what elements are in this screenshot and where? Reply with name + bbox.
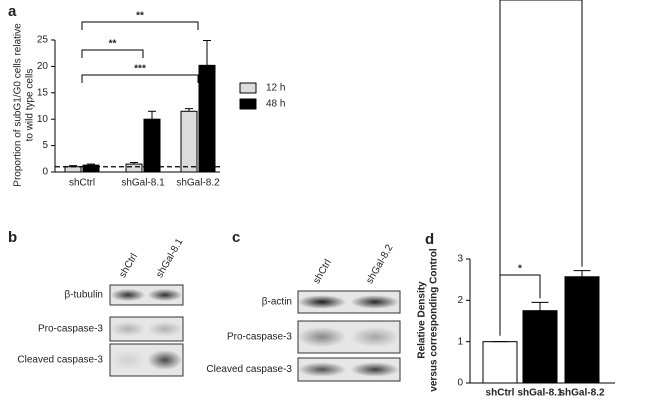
y-tick-label: 20 [37, 61, 49, 72]
y-tick-label: 0 [457, 378, 463, 389]
bar [198, 64, 216, 173]
x-tick-label: shGal-8.1 [517, 388, 562, 399]
lane-label: shGal-8.2 [364, 242, 395, 285]
legend-label: 12 h [266, 83, 285, 94]
y-tick-label: 3 [457, 254, 463, 265]
legend-label: 48 h [266, 99, 285, 110]
significance-bracket [81, 74, 199, 83]
y-tick-label: 5 [42, 140, 48, 151]
blot-band [110, 288, 146, 302]
row-label: β-tubulin [64, 290, 103, 301]
blot-band [350, 327, 400, 347]
y-tick-label: 25 [37, 35, 49, 46]
blot-band [147, 350, 183, 370]
significance-label: * [518, 264, 522, 275]
y-tick-label: 10 [37, 114, 49, 125]
bar [180, 110, 198, 173]
row-label: Pro-caspase-3 [38, 324, 103, 335]
bar [125, 163, 143, 173]
bar [522, 310, 558, 384]
blot-band [110, 321, 146, 337]
significance-label: ** [136, 11, 144, 22]
y-axis-label: Relative Density [417, 281, 428, 359]
lane-label: shCtrl [311, 258, 334, 286]
x-tick-label: shGal-8.2 [176, 178, 220, 189]
bar [64, 166, 82, 173]
blot-band [297, 295, 347, 309]
y-axis-label: to wild type cells [25, 69, 36, 142]
panel-label: d [425, 231, 434, 248]
panel-label: c [232, 229, 240, 246]
x-tick-label: shGal-8.2 [559, 388, 604, 399]
blot-band [350, 295, 400, 309]
row-label: β-actin [262, 297, 292, 308]
y-tick-label: 1 [457, 336, 463, 347]
row-label: Cleaved caspase-3 [17, 355, 103, 366]
x-tick-label: shCtrl [69, 178, 95, 189]
significance-label: ** [109, 39, 117, 50]
significance-label: *** [134, 64, 146, 75]
significance-bracket [499, 0, 583, 336]
y-tick-label: 0 [42, 167, 48, 178]
significance-bracket [81, 49, 144, 58]
y-axis-label: Proportion of subG1/G0 cells relative [13, 23, 24, 187]
bar [564, 276, 600, 384]
bar [143, 118, 161, 173]
significance-bracket [81, 21, 199, 30]
x-tick-label: shGal-8.1 [121, 178, 165, 189]
blot-band [297, 327, 347, 347]
legend-swatch [239, 82, 257, 94]
bar [482, 341, 518, 384]
panel-label: a [8, 3, 17, 20]
y-tick-label: 15 [37, 87, 49, 98]
legend-swatch [239, 98, 257, 110]
row-label: Cleaved caspase-3 [206, 364, 292, 375]
blot-band [350, 362, 400, 377]
panel-label: b [8, 229, 17, 246]
x-tick-label: shCtrl [486, 388, 515, 399]
lane-label: shCtrl [117, 252, 140, 280]
blot-band [297, 362, 347, 377]
lane-label: shGal-8.1 [154, 236, 185, 279]
row-label: Pro-caspase-3 [227, 332, 292, 343]
blot-band [147, 288, 183, 302]
blot-band [110, 350, 146, 370]
blot-band [147, 321, 183, 337]
y-tick-label: 2 [457, 295, 463, 306]
y-axis-label: versus corresponding Control [429, 248, 440, 392]
